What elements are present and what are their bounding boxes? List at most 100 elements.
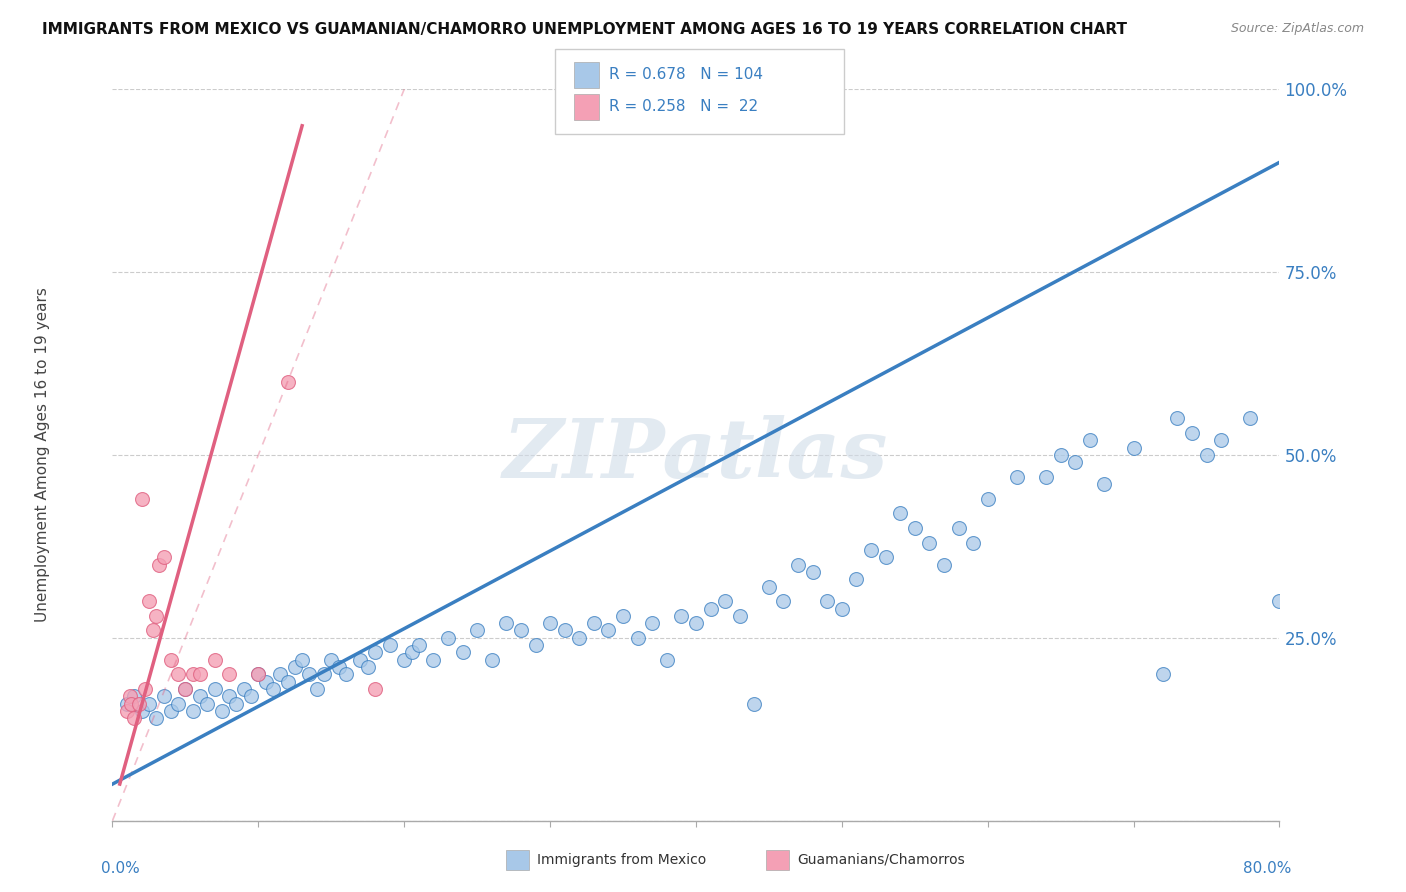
Point bbox=[1152, 667, 1174, 681]
Point bbox=[378, 638, 401, 652]
Point bbox=[247, 667, 270, 681]
Point bbox=[142, 624, 165, 638]
Point bbox=[305, 681, 328, 696]
Point bbox=[801, 565, 824, 579]
Point bbox=[582, 616, 605, 631]
Point bbox=[247, 667, 270, 681]
Point bbox=[160, 704, 183, 718]
Point bbox=[627, 631, 650, 645]
Point bbox=[218, 690, 240, 704]
Point bbox=[948, 521, 970, 535]
Point bbox=[598, 624, 620, 638]
Point bbox=[357, 660, 380, 674]
Point bbox=[481, 653, 503, 667]
Point bbox=[451, 645, 474, 659]
Text: IMMIGRANTS FROM MEXICO VS GUAMANIAN/CHAMORRO UNEMPLOYMENT AMONG AGES 16 TO 19 YE: IMMIGRANTS FROM MEXICO VS GUAMANIAN/CHAM… bbox=[42, 22, 1128, 37]
Text: R = 0.678   N = 104: R = 0.678 N = 104 bbox=[609, 67, 763, 81]
Point bbox=[671, 608, 693, 623]
Point bbox=[181, 704, 204, 718]
Point bbox=[758, 580, 780, 594]
Point bbox=[145, 711, 167, 725]
Point bbox=[495, 616, 517, 631]
Point bbox=[188, 690, 211, 704]
Point bbox=[538, 616, 561, 631]
Point bbox=[1385, 448, 1406, 462]
Point bbox=[328, 660, 350, 674]
Text: Source: ZipAtlas.com: Source: ZipAtlas.com bbox=[1230, 22, 1364, 36]
Point bbox=[422, 653, 444, 667]
Point bbox=[364, 645, 387, 659]
Point bbox=[875, 550, 897, 565]
Point bbox=[225, 697, 247, 711]
Point bbox=[262, 681, 284, 696]
Point bbox=[685, 616, 707, 631]
Point bbox=[524, 638, 547, 652]
Point bbox=[1064, 455, 1087, 469]
Point bbox=[167, 697, 190, 711]
Point bbox=[401, 645, 423, 659]
Point bbox=[714, 594, 737, 608]
Point bbox=[1312, 441, 1334, 455]
Point bbox=[120, 697, 142, 711]
Point bbox=[1195, 448, 1218, 462]
Point bbox=[181, 667, 204, 681]
Point bbox=[1327, 470, 1350, 484]
Point bbox=[364, 681, 387, 696]
Point bbox=[167, 667, 190, 681]
Point bbox=[138, 594, 160, 608]
Point bbox=[312, 667, 335, 681]
Point bbox=[145, 608, 167, 623]
Point bbox=[1078, 434, 1101, 448]
Point bbox=[291, 653, 314, 667]
Point bbox=[115, 697, 138, 711]
Point bbox=[211, 704, 233, 718]
Point bbox=[918, 535, 941, 549]
Point bbox=[845, 572, 868, 586]
Point bbox=[1341, 448, 1364, 462]
Point bbox=[1094, 477, 1116, 491]
Point bbox=[204, 681, 226, 696]
Point bbox=[349, 653, 371, 667]
Point bbox=[699, 601, 721, 615]
Point bbox=[1282, 455, 1305, 469]
Point bbox=[148, 558, 170, 572]
Point bbox=[465, 624, 488, 638]
Point bbox=[160, 653, 183, 667]
Point bbox=[904, 521, 927, 535]
Point bbox=[641, 616, 664, 631]
Text: 80.0%: 80.0% bbox=[1243, 861, 1291, 876]
Point bbox=[860, 543, 883, 558]
Point bbox=[1005, 470, 1028, 484]
Point bbox=[131, 704, 153, 718]
Text: ZIPatlas: ZIPatlas bbox=[503, 415, 889, 495]
Point bbox=[174, 681, 197, 696]
Point bbox=[240, 690, 263, 704]
Point bbox=[976, 491, 998, 506]
Point bbox=[254, 674, 277, 689]
Point bbox=[728, 608, 751, 623]
Point bbox=[188, 667, 211, 681]
Point bbox=[1239, 411, 1261, 425]
Point bbox=[128, 697, 150, 711]
Point bbox=[335, 667, 357, 681]
Point bbox=[744, 697, 766, 711]
Point bbox=[321, 653, 343, 667]
Point bbox=[124, 690, 146, 704]
Point bbox=[831, 601, 853, 615]
Point bbox=[554, 624, 576, 638]
Point bbox=[1399, 434, 1406, 448]
Point bbox=[174, 681, 197, 696]
Point bbox=[815, 594, 838, 608]
Point bbox=[124, 711, 146, 725]
Point bbox=[134, 681, 156, 696]
Point bbox=[394, 653, 416, 667]
Point bbox=[962, 535, 984, 549]
Point bbox=[1355, 434, 1378, 448]
Text: Immigrants from Mexico: Immigrants from Mexico bbox=[537, 853, 706, 867]
Point bbox=[1049, 448, 1071, 462]
Point bbox=[131, 491, 153, 506]
Point bbox=[204, 653, 226, 667]
Point bbox=[1268, 594, 1291, 608]
Point bbox=[138, 697, 160, 711]
Point bbox=[1371, 455, 1393, 469]
